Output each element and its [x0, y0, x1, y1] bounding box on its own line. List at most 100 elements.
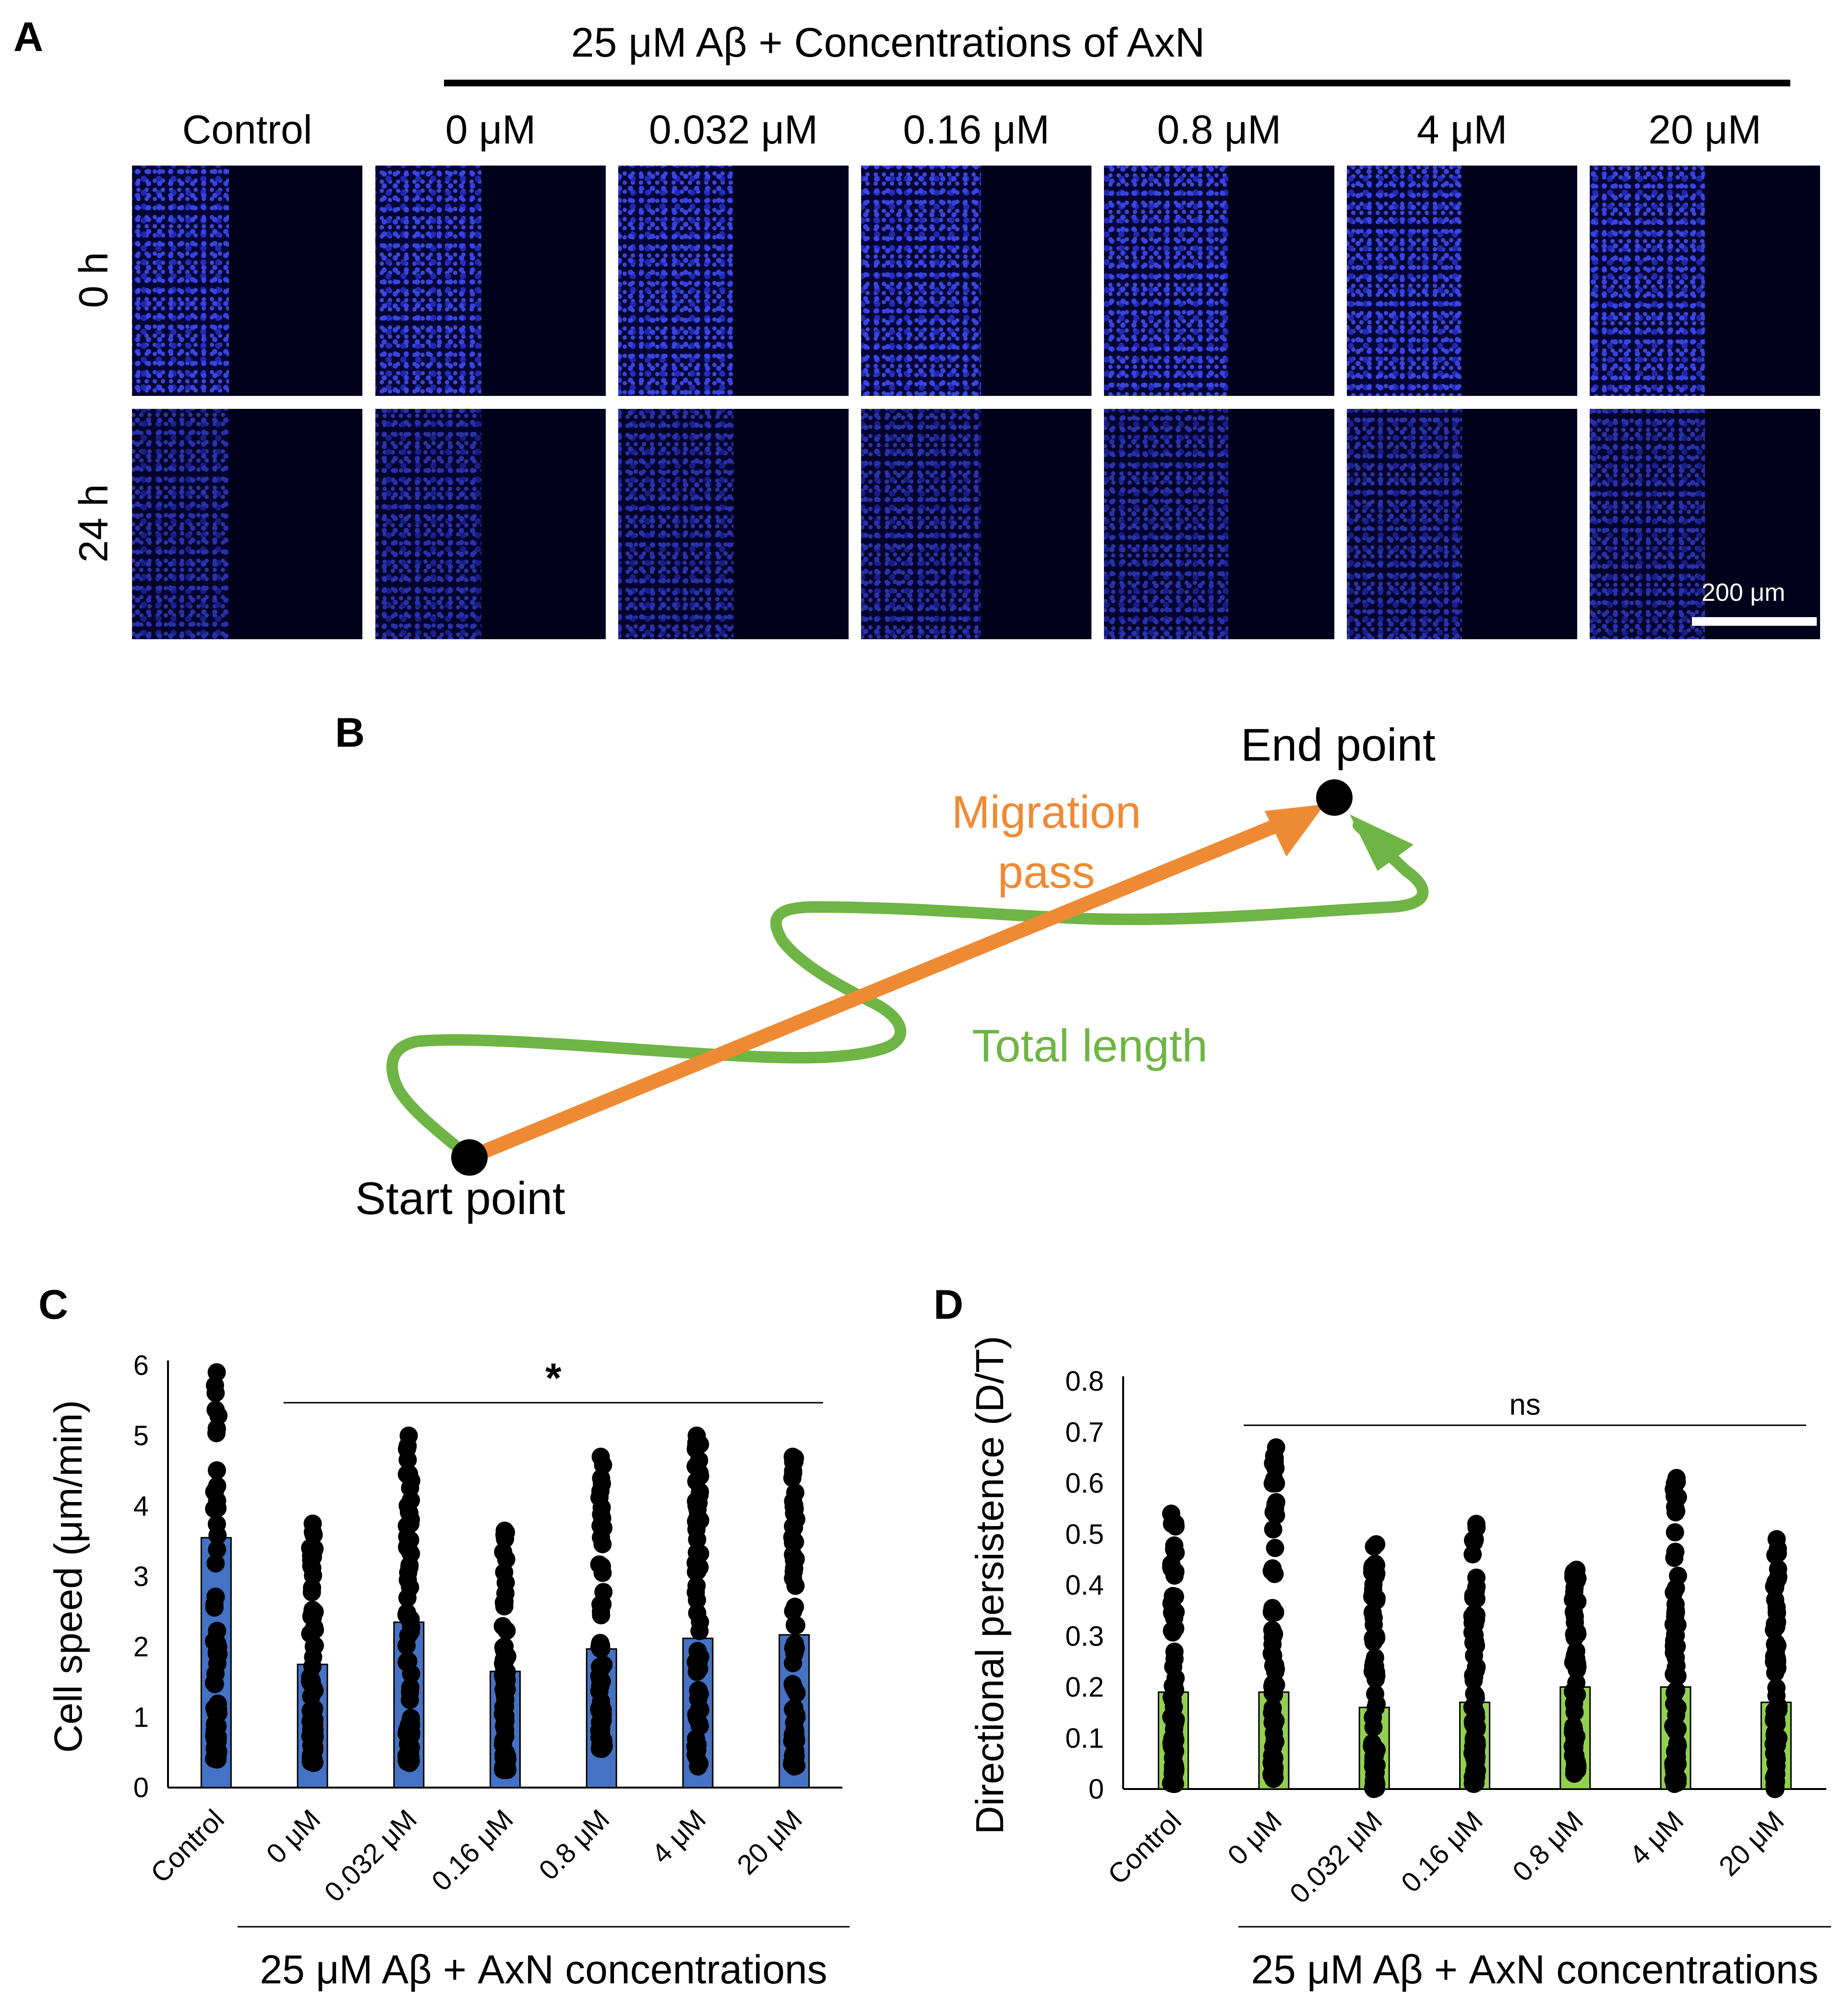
data-point — [305, 1729, 324, 1748]
panel-c-letter: C — [38, 1282, 69, 1328]
micrograph-tile — [861, 166, 1091, 396]
data-point — [593, 1474, 611, 1493]
data-point — [688, 1508, 707, 1527]
data-point — [686, 1440, 705, 1459]
panel-a-header-line — [444, 80, 1790, 86]
micrograph-tile — [1347, 166, 1577, 396]
data-point — [1265, 1674, 1284, 1693]
data-point — [205, 1376, 224, 1395]
data-point — [1266, 1603, 1284, 1622]
data-point — [302, 1687, 321, 1706]
data-point — [495, 1592, 514, 1611]
data-point — [398, 1753, 417, 1771]
data-point — [494, 1641, 513, 1659]
data-point — [208, 1732, 227, 1751]
data-point — [1267, 1506, 1285, 1525]
micrograph-tile — [861, 409, 1091, 639]
data-point — [401, 1578, 420, 1597]
data-point — [686, 1553, 705, 1572]
row-label: 24 h — [71, 484, 116, 563]
column-label: Control — [182, 107, 312, 152]
x-tick-label: 20 μM — [731, 1803, 808, 1881]
data-point — [1363, 1586, 1382, 1604]
data-point — [397, 1653, 416, 1671]
data-point — [1164, 1658, 1183, 1676]
total-length-arrowhead — [1350, 814, 1414, 871]
data-point — [305, 1618, 324, 1637]
x-tick-label: 0.8 μM — [533, 1803, 615, 1886]
data-point — [208, 1526, 227, 1545]
data-point — [1467, 1658, 1486, 1676]
panel-a-header: 25 μM Aβ + Concentrations of AxN — [571, 20, 1205, 66]
data-point — [785, 1551, 803, 1570]
micrograph-tile — [1104, 166, 1334, 396]
y-tick-label: 6 — [133, 1350, 149, 1381]
start-point-label: Start point — [355, 1173, 565, 1224]
data-point — [785, 1730, 804, 1748]
data-point — [205, 1675, 224, 1694]
end-point-dot — [1316, 779, 1353, 816]
data-point — [402, 1471, 420, 1490]
data-point — [304, 1648, 323, 1667]
data-point — [1665, 1774, 1684, 1792]
data-point — [593, 1595, 612, 1613]
x-tick-label: Control — [144, 1803, 230, 1889]
data-point — [1564, 1603, 1583, 1622]
data-point — [784, 1654, 803, 1672]
total-length-label: Total length — [972, 1020, 1208, 1072]
y-axis-label: Directional persistence (D/T) — [968, 1336, 1012, 1835]
total-length-path — [386, 820, 1429, 1163]
data-point — [1666, 1603, 1685, 1622]
data-point — [1365, 1537, 1383, 1556]
data-point — [301, 1668, 320, 1686]
data-point — [208, 1540, 227, 1559]
start-point-dot — [451, 1139, 488, 1176]
panel-b-letter: B — [335, 710, 365, 756]
column-label: 0 μM — [445, 107, 536, 152]
data-point — [1165, 1540, 1184, 1559]
cell-monolayer — [1347, 166, 1462, 396]
data-point — [785, 1752, 803, 1771]
data-point — [1263, 1704, 1282, 1722]
data-point — [1565, 1628, 1584, 1647]
data-point — [1766, 1779, 1785, 1798]
panel-a-letter: A — [13, 14, 44, 60]
data-point — [1764, 1621, 1783, 1639]
migration-label-line1: Migration — [952, 787, 1141, 838]
directional-persistence-chart: Directional persistence (D/T) 0 0.1 0.2 0.3 0… — [968, 1336, 1831, 1992]
data-point — [1267, 1474, 1285, 1493]
cell-monolayer — [375, 409, 481, 639]
data-point — [1164, 1769, 1183, 1788]
y-tick-label: 0.4 — [1065, 1570, 1104, 1601]
data-point — [590, 1555, 609, 1574]
y-tick-label: 0.7 — [1065, 1417, 1104, 1448]
data-point — [207, 1747, 226, 1765]
data-point — [204, 1632, 223, 1650]
x-tick-label: 0.8 μM — [1507, 1805, 1589, 1887]
y-tick-label: 0 — [133, 1772, 149, 1803]
data-point — [399, 1534, 418, 1552]
data-point — [686, 1653, 705, 1671]
data-point — [399, 1717, 418, 1735]
data-point — [1769, 1560, 1787, 1578]
data-point — [1264, 1520, 1283, 1539]
data-point — [400, 1558, 419, 1577]
cell-speed-chart: Cell speed (μm/min) 0 1 2 3 4 5 6 Control 0 μM0.0… — [47, 1350, 850, 1992]
data-point — [591, 1516, 610, 1535]
data-point — [1767, 1711, 1786, 1730]
data-point — [1666, 1523, 1684, 1542]
data-point — [786, 1598, 804, 1616]
data-point — [1668, 1488, 1687, 1506]
cell-monolayer — [1347, 409, 1462, 639]
data-point — [207, 1420, 226, 1438]
cell-monolayer — [861, 166, 981, 396]
data-point — [1465, 1530, 1484, 1549]
y-tick-label: 4 — [133, 1491, 149, 1522]
data-point — [1165, 1719, 1184, 1738]
data-point — [1365, 1778, 1383, 1797]
data-point — [1364, 1633, 1383, 1651]
data-point — [1666, 1542, 1685, 1561]
micrograph-tile — [1590, 409, 1820, 639]
migration-pass-arrow — [467, 819, 1280, 1164]
data-point — [209, 1406, 228, 1425]
